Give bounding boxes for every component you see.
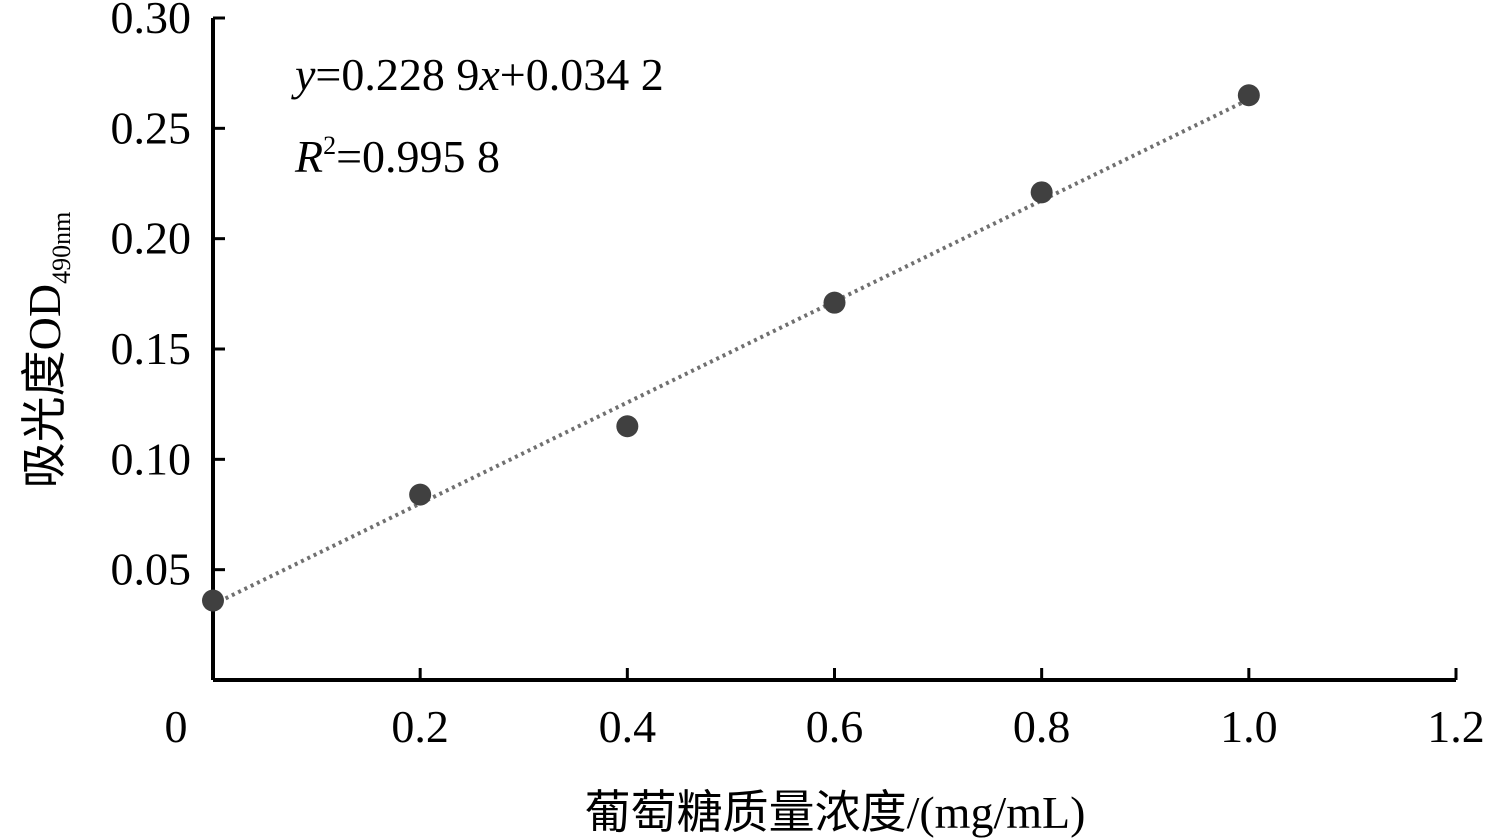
x-tick-label: 1.0 <box>1220 701 1278 752</box>
r-squared-power: 2 <box>323 131 336 160</box>
y-tick-label: 0.15 <box>111 323 192 374</box>
r-squared-annotation: R2=0.995 8 <box>294 131 500 182</box>
y-tick-label: 0.05 <box>111 544 192 595</box>
y-axis-title-main: 吸光度OD <box>19 284 70 488</box>
y-axis-title-subscript: 490nm <box>47 212 76 284</box>
data-point <box>409 483 432 506</box>
equation-annotation: y=0.228 9x+0.034 2 <box>291 49 664 100</box>
equation-x-var: x <box>478 49 500 100</box>
x-axis-title: 葡萄糖质量浓度/(mg/mL) <box>585 787 1086 838</box>
y-tick-label: 0.30 <box>111 0 192 43</box>
x-tick-label: 0 <box>165 701 188 752</box>
data-point <box>616 415 639 438</box>
y-tick-label: 0.25 <box>111 102 192 153</box>
data-point <box>202 589 224 612</box>
y-tick-label: 0.20 <box>111 213 192 264</box>
data-point <box>1030 181 1053 204</box>
trendline-line <box>212 97 1250 607</box>
data-point <box>1237 84 1260 107</box>
x-tick-label: 0.6 <box>806 701 864 752</box>
y-axis-title: 吸光度OD490nm <box>19 212 76 489</box>
equation-middle: =0.228 9 <box>315 49 479 100</box>
x-tick-label: 0.4 <box>599 701 657 752</box>
x-tick-label: 1.2 <box>1427 701 1485 752</box>
axes <box>211 16 1458 682</box>
equation-y-var: y <box>291 49 316 100</box>
data-points <box>202 84 1260 612</box>
trendline <box>212 97 1250 607</box>
tick-labels: 0.05 0.10 0.15 0.20 0.25 0.30 0 0.2 0.4 0.6 0.8 1.0… <box>111 0 1485 752</box>
y-tick-label: 0.10 <box>111 433 192 484</box>
x-tick-label: 0.2 <box>391 701 449 752</box>
x-tick-label: 0.8 <box>1013 701 1071 752</box>
r-squared-var: R <box>294 131 323 182</box>
data-point <box>823 291 846 314</box>
r-squared-value: =0.995 8 <box>336 131 500 182</box>
equation-tail: +0.034 2 <box>500 49 664 100</box>
